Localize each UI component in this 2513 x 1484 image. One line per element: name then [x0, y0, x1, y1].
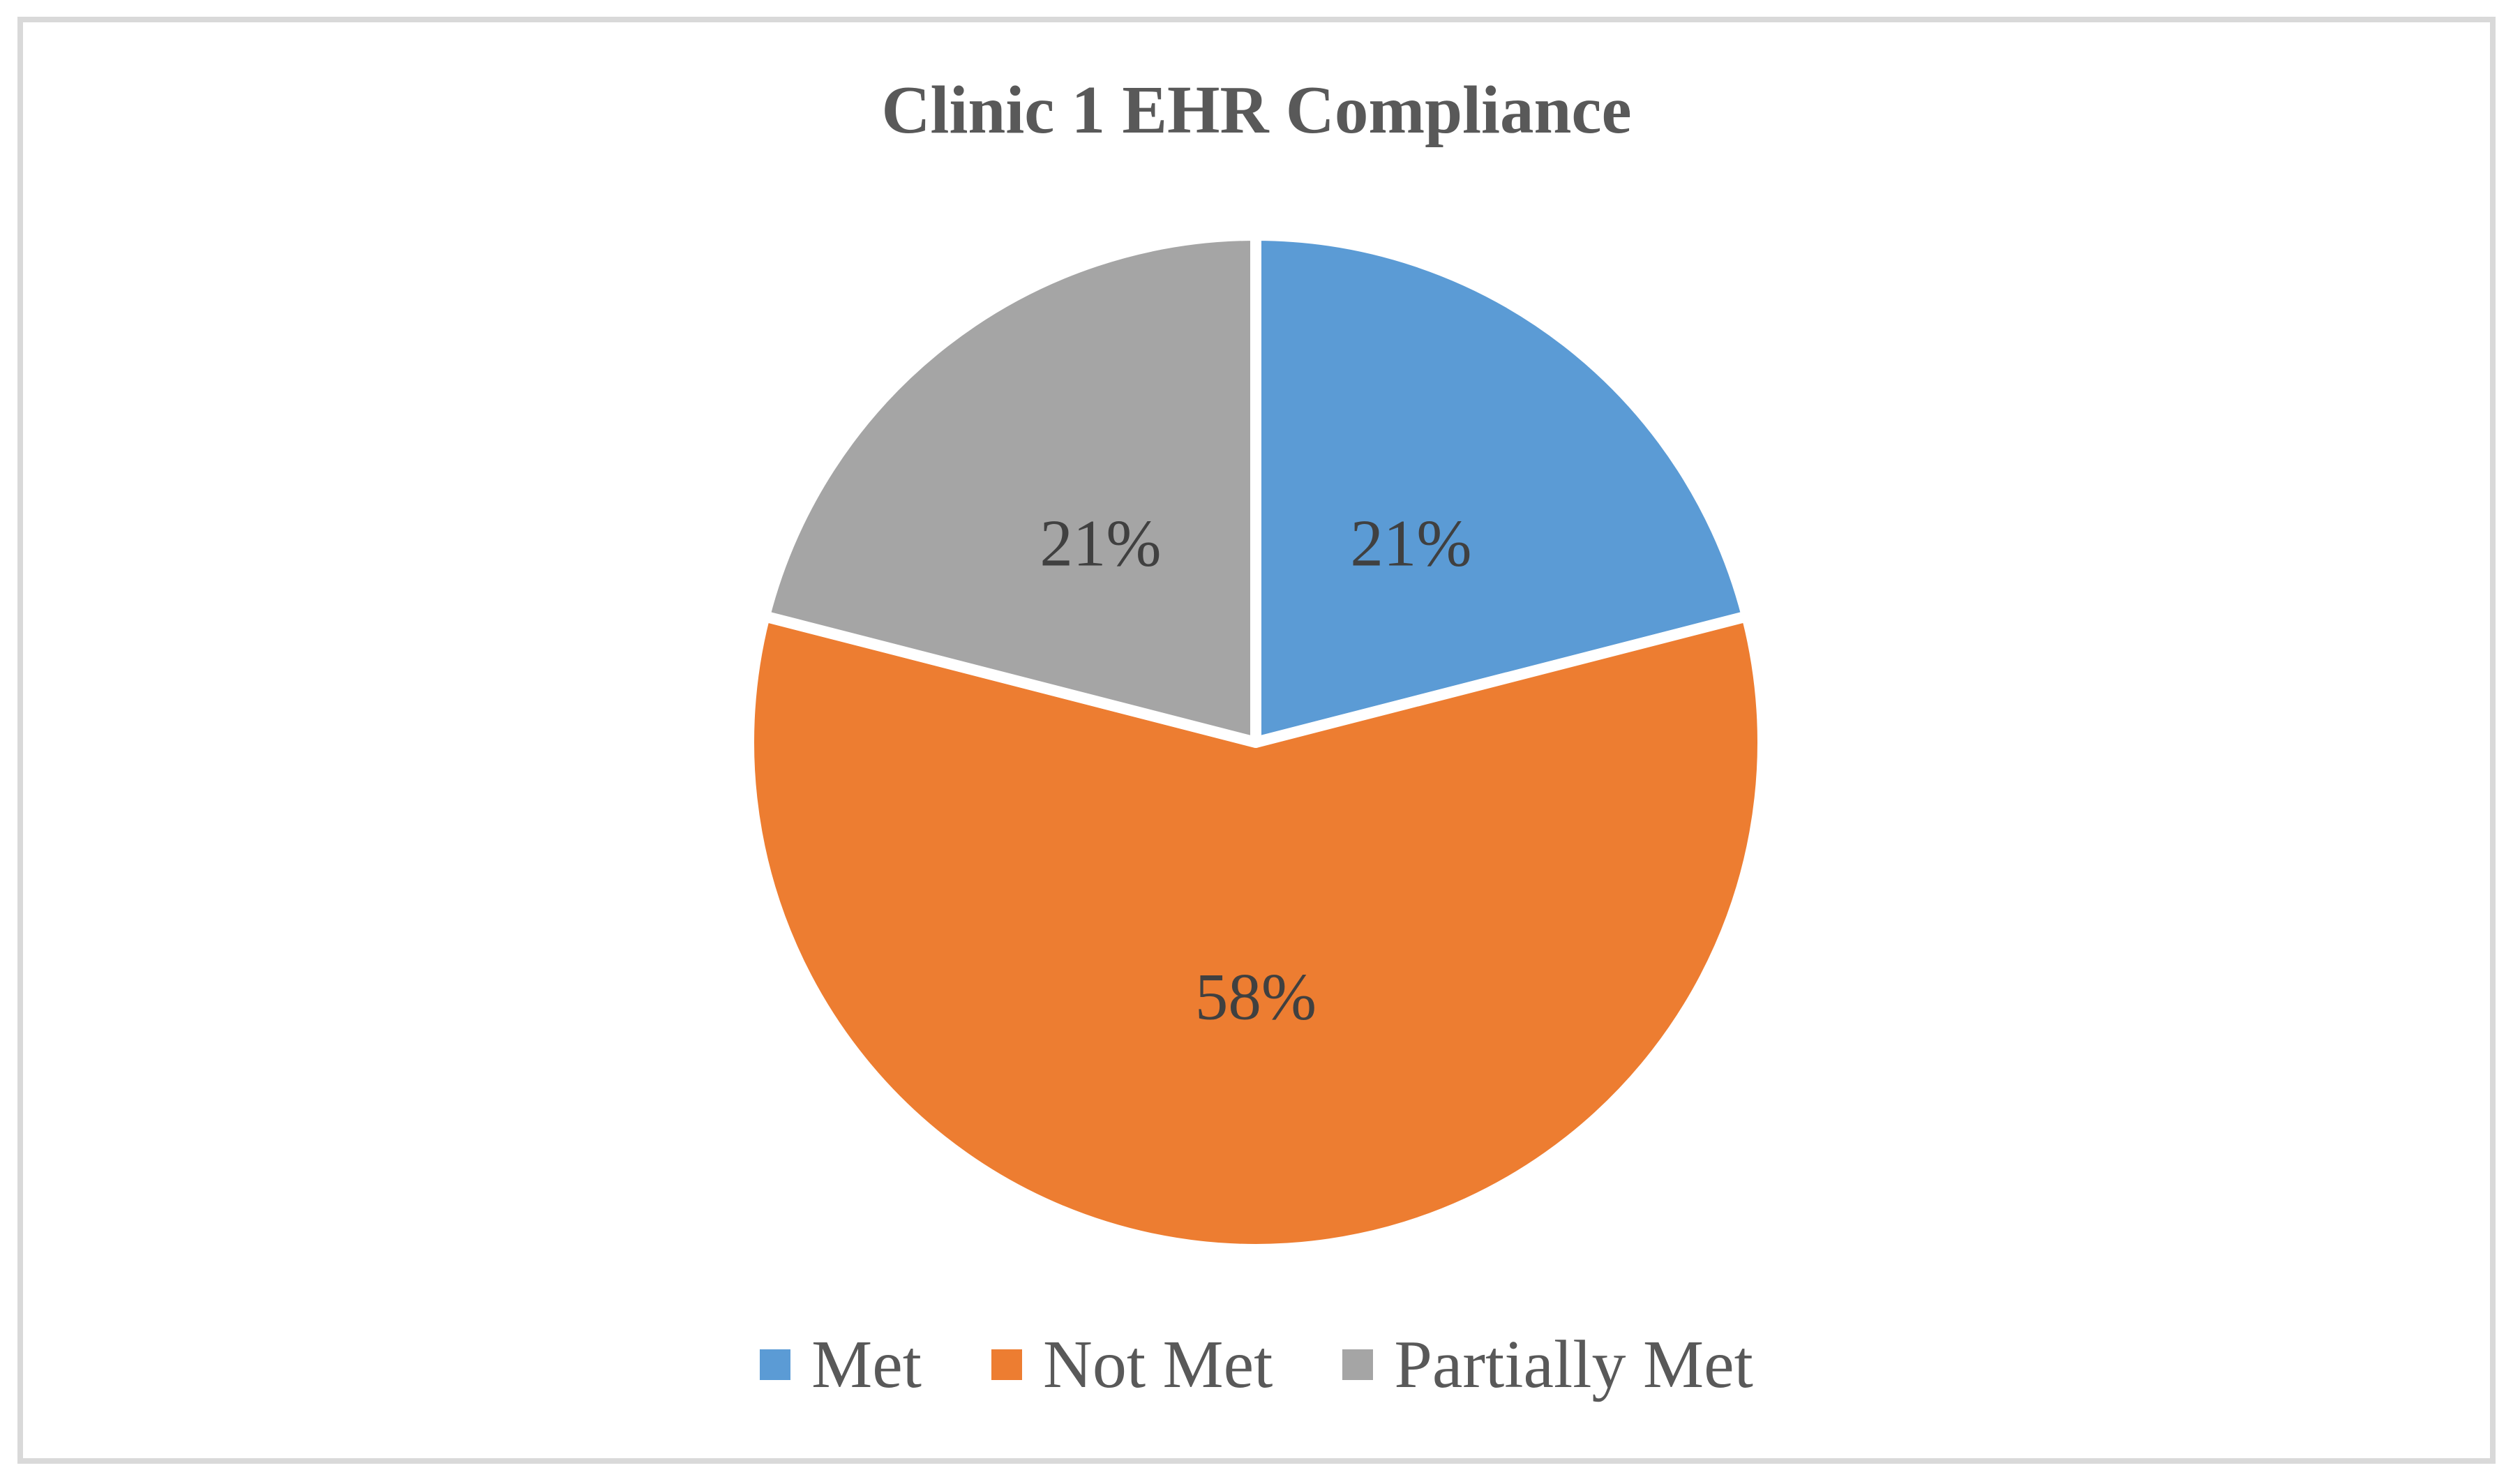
legend-swatch-partially-met: [1342, 1349, 1374, 1381]
data-label-partially-met: 21%: [1040, 506, 1161, 580]
data-label-met: 21%: [1350, 506, 1471, 580]
legend-swatch-not-met: [991, 1349, 1023, 1381]
legend-label-not-met: Not Met: [1043, 1327, 1273, 1402]
legend-item-partially-met: Partially Met: [1342, 1326, 1753, 1404]
pie-slice-not-met: [743, 610, 1769, 1255]
data-label-not-met: 58%: [1195, 959, 1316, 1033]
legend-item-met: Met: [760, 1326, 922, 1404]
legend-label-met: Met: [811, 1327, 922, 1402]
legend-label-partially-met: Partially Met: [1394, 1327, 1753, 1402]
pie-slice-met: [1250, 230, 1753, 748]
chart-title: Clinic 1 EHR Compliance: [881, 73, 1632, 147]
figure-border: [17, 17, 2496, 1464]
legend-item-not-met: Not Met: [991, 1326, 1273, 1404]
legend-swatch-met: [760, 1349, 791, 1381]
pie-slice-partially-met: [758, 230, 1261, 748]
chart-legend: Met Not Met Partially Met: [0, 1326, 2513, 1404]
